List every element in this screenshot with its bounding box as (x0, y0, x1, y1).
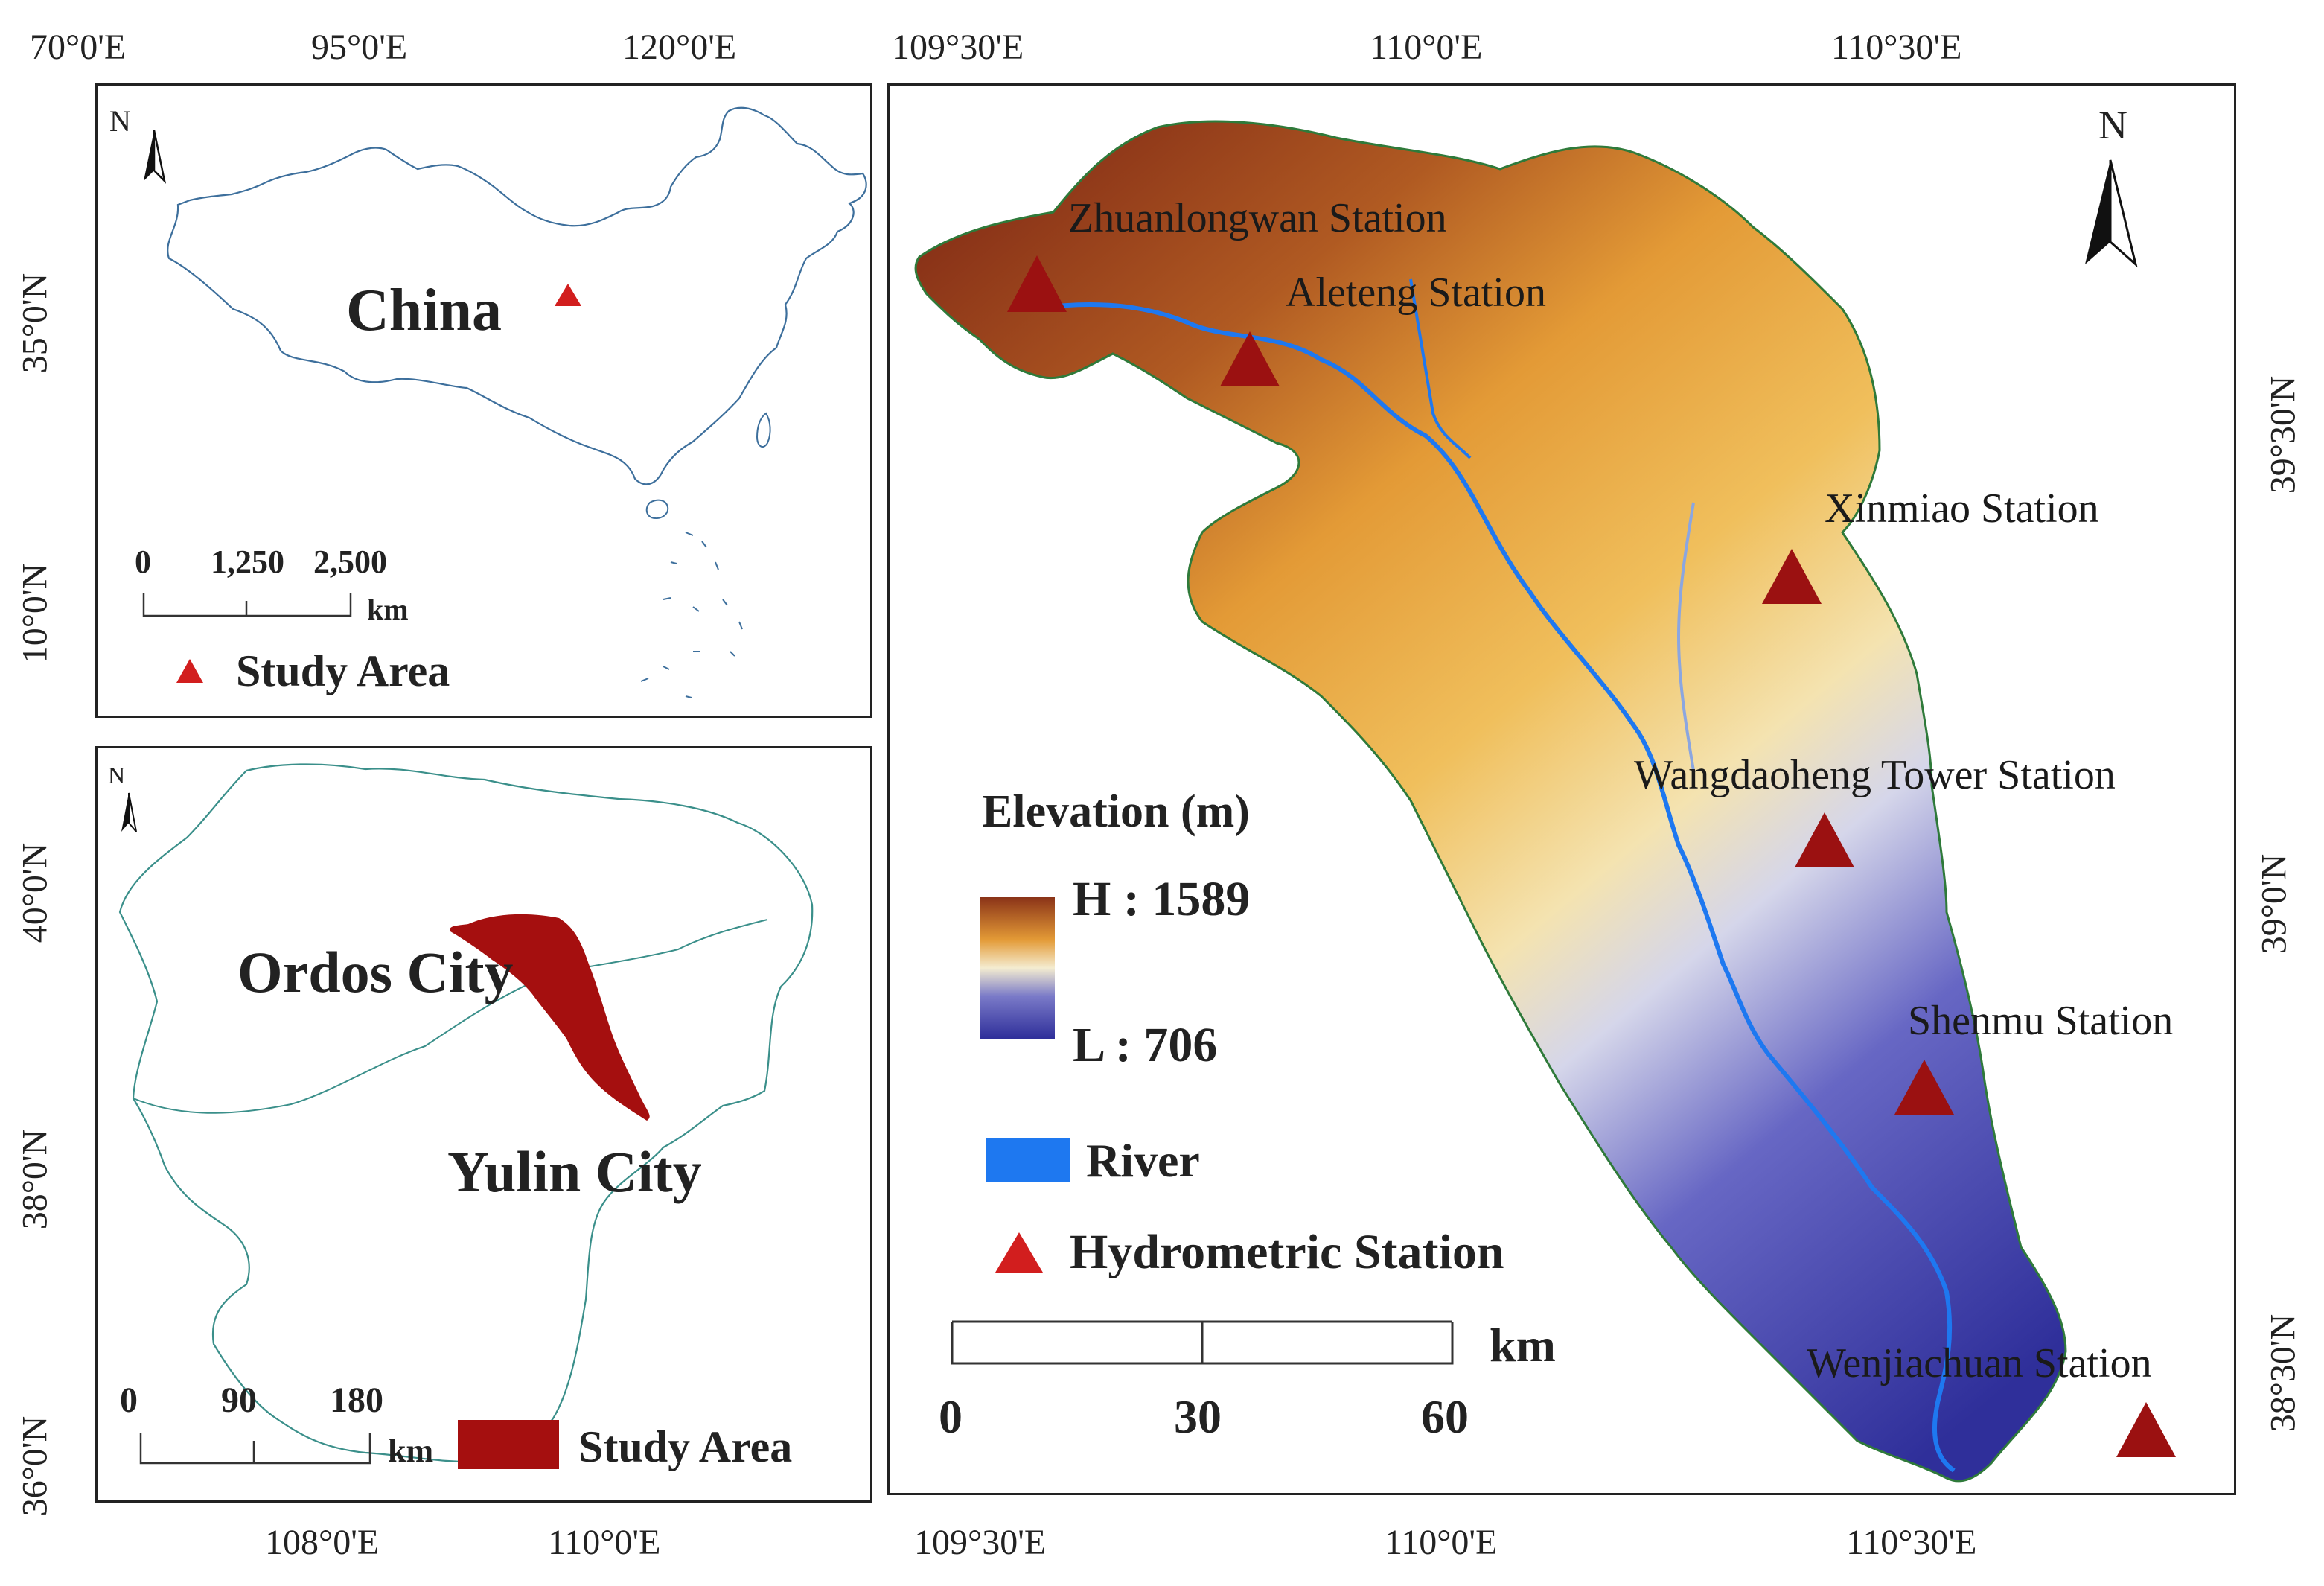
tick-10n: 10°0'N (15, 563, 55, 664)
label-aleteng: Aleteng Station (1286, 270, 1546, 316)
region-scale-0: 0 (120, 1380, 138, 1420)
yulin-city-label: Yulin City (447, 1139, 702, 1204)
main-north-label: N (2098, 103, 2127, 147)
tick-120e: 120°0'E (622, 28, 737, 67)
tributary-river (1409, 278, 1472, 459)
north-label-region: N (108, 762, 126, 789)
main-top-tick-110: 110°0'E (1370, 28, 1483, 67)
taiwan-island (756, 412, 771, 448)
station-marker-zhuanlongwan (1007, 255, 1067, 312)
label-zhuanlongwan: Zhuanlongwan Station (1068, 195, 1447, 241)
study-watershed (914, 120, 2067, 1483)
legend-river-label: River (1086, 1134, 1200, 1187)
china-legend-label: Study Area (236, 646, 450, 695)
north-arrow-region (121, 792, 137, 832)
station-marker-aleteng (1220, 331, 1280, 386)
legend-elevation-low: L : 706 (1073, 1018, 1218, 1072)
station-marker-wangdaoheng (1795, 812, 1854, 867)
label-wenjiachuan: Wenjiachuan Station (1807, 1340, 2152, 1386)
main-bottom-tick-109-30: 109°30'E (914, 1523, 1047, 1562)
region-outline-map (118, 763, 814, 1469)
station-marker-shenmu (1894, 1060, 1954, 1115)
china-inset-panel: N China 0 1,250 2,500 km Study Area (95, 83, 872, 718)
label-shenmu: Shenmu Station (1908, 998, 2174, 1044)
tick-38n: 38°0'N (15, 1129, 55, 1230)
elevation-map (914, 120, 2176, 1483)
north-label-china: N (109, 104, 131, 138)
main-right-tick-39: 39°0'N (2254, 853, 2294, 955)
china-scale-unit: km (367, 593, 409, 626)
tributary-river-east (1676, 502, 1695, 771)
main-top-tick-109-30: 109°30'E (892, 28, 1024, 67)
main-scale-0: 0 (939, 1390, 963, 1443)
region-scale-180: 180 (330, 1380, 383, 1420)
elevation-legend-ramp (980, 897, 1055, 1039)
legend-station-label: Hydrometric Station (1070, 1225, 1504, 1279)
region-scale-bar (139, 1433, 371, 1465)
china-scale-bar (142, 593, 352, 617)
north-arrow-china (144, 130, 167, 184)
tick-108e: 108°0'E (265, 1523, 380, 1562)
legend-elevation-high: H : 1589 (1073, 872, 1251, 926)
main-scale-30: 30 (1174, 1390, 1222, 1443)
main-river (1030, 302, 1956, 1473)
main-bottom-tick-110-30: 110°30'E (1846, 1523, 1977, 1562)
main-scale-60: 60 (1421, 1390, 1469, 1443)
legend-study-area-swatch-region (458, 1420, 559, 1469)
tick-35n: 35°0'N (15, 273, 55, 374)
main-north-arrow (2085, 159, 2138, 268)
tick-40n: 40°0'N (15, 842, 55, 943)
main-right-tick-39-30: 39°30'N (2263, 375, 2303, 494)
legend-study-area-marker-china (176, 659, 203, 683)
tick-70e: 70°0'E (30, 28, 127, 67)
region-inset-panel: N Ordos City Yulin City 0 90 180 km Stud… (95, 746, 872, 1503)
region-scale-90: 90 (221, 1380, 257, 1420)
study-area-region (450, 914, 650, 1121)
south-china-sea-islands (640, 532, 743, 698)
hainan-island (645, 499, 669, 519)
china-outline-map (142, 106, 867, 698)
china-scale-2500: 2,500 (313, 544, 387, 580)
china-scale-0: 0 (135, 544, 151, 580)
study-area-marker-china (555, 284, 581, 306)
legend-elevation-title: Elevation (m) (982, 786, 1250, 837)
ordos-city-label: Ordos City (237, 940, 514, 1004)
main-top-tick-110-30: 110°30'E (1831, 28, 1962, 67)
label-xinmiao: Xinmiao Station (1825, 485, 2099, 532)
region-scale-unit: km (388, 1433, 434, 1469)
river-legend-swatch (986, 1138, 1070, 1182)
station-marker-xinmiao (1762, 549, 1822, 604)
tick-95e: 95°0'E (311, 28, 408, 67)
main-scale-unit: km (1490, 1319, 1556, 1372)
tick-36n: 36°0'N (15, 1415, 55, 1517)
ordos-yulin-boundary (133, 919, 768, 1114)
region-legend-label: Study Area (578, 1422, 793, 1471)
main-bottom-tick-110: 110°0'E (1385, 1523, 1498, 1562)
tick-110e: 110°0'E (548, 1523, 661, 1562)
china-label: China (346, 278, 502, 343)
main-right-tick-38-30: 38°30'N (2263, 1313, 2303, 1433)
china-scale-1250: 1,250 (211, 544, 284, 580)
station-marker-wenjiachuan (2116, 1402, 2176, 1457)
china-outline (167, 106, 867, 485)
main-map-panel: N Zhuanlongwan Station Aleteng Station X… (887, 83, 2236, 1495)
label-wangdaoheng: Wangdaoheng Tower Station (1634, 752, 2116, 798)
station-legend-marker (995, 1232, 1043, 1273)
main-scale-bar (951, 1320, 1454, 1365)
